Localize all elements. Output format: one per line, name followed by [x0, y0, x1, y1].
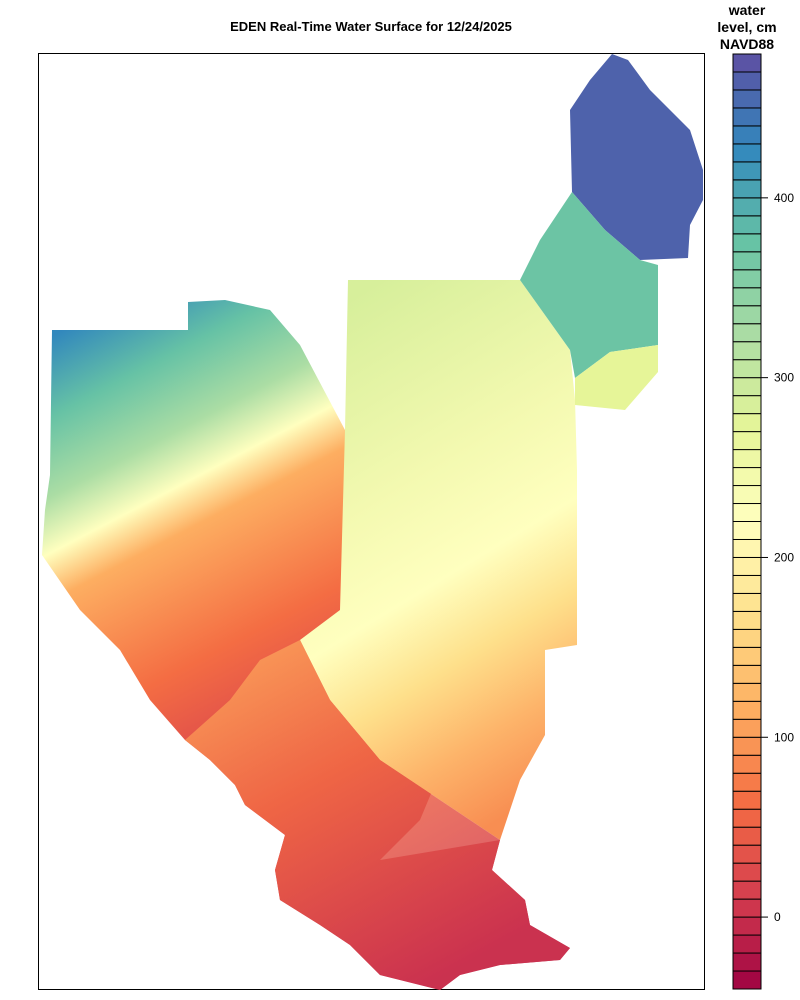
colorbar-band: [732, 215, 762, 235]
colorbar-band: [732, 503, 762, 522]
legend-title-line: water: [728, 2, 766, 18]
colorbar-tick-label: 300: [774, 371, 794, 385]
colorbar-band: [732, 826, 762, 846]
colorbar-band: [732, 646, 762, 666]
colorbar-band: [732, 521, 762, 540]
colorbar-band: [732, 898, 762, 918]
colorbar-band: [732, 197, 762, 217]
colorbar-band: [732, 377, 762, 397]
east-yellow-region: [575, 345, 658, 410]
colorbar-band: [732, 71, 762, 91]
colorbar-band: [732, 970, 762, 990]
colorbar-band: [732, 772, 762, 792]
colorbar-band: [732, 754, 762, 774]
colorbar-band: [732, 125, 762, 145]
colorbar-band: [732, 413, 762, 433]
colorbar-tick-label: 0: [774, 910, 781, 924]
colorbar-band: [732, 143, 762, 163]
colorbar-band: [732, 161, 762, 181]
colorbar-band: [732, 790, 762, 810]
colorbar-band: [732, 485, 762, 505]
colorbar-band: [732, 53, 762, 73]
colorbar-band: [732, 305, 762, 325]
colorbar-band: [732, 700, 762, 720]
legend-title: water level, cm NAVD88: [712, 2, 782, 53]
colorbar-band: [732, 341, 762, 361]
south-region: [185, 640, 570, 990]
colorbar-band: [732, 359, 762, 379]
colorbar-band: [732, 862, 762, 882]
colorbar-band: [732, 431, 762, 451]
legend-title-line: NAVD88: [719, 36, 775, 52]
colorbar-band: [732, 664, 762, 684]
plot-frame: [38, 53, 705, 990]
colorbar-tick-label: 100: [774, 730, 794, 744]
central-region: [300, 280, 577, 840]
colorbar: 0 100 200 300 400: [732, 53, 794, 990]
colorbar-band: [732, 610, 762, 630]
legend-title-line: level, cm: [717, 19, 777, 35]
colorbar-band: [732, 682, 762, 702]
colorbar-band: [732, 449, 762, 469]
colorbar-band: [732, 395, 762, 415]
colorbar-band: [732, 628, 762, 648]
colorbar-band: [732, 107, 762, 127]
east-teal-region: [520, 192, 658, 378]
colorbar-band: [732, 323, 762, 343]
colorbar-band: [732, 736, 762, 756]
colorbar-band: [732, 808, 762, 828]
colorbar-band: [732, 269, 762, 289]
map-title: EDEN Real-Time Water Surface for 12/24/2…: [230, 19, 512, 34]
colorbar-band: [732, 251, 762, 271]
colorbar-band: [732, 467, 762, 487]
colorbar-band: [732, 89, 762, 109]
colorbar-band: [732, 233, 762, 253]
colorbar-band: [732, 287, 762, 307]
colorbar-band: [732, 952, 762, 972]
colorbar-band: [732, 934, 762, 954]
northeast-lobe: [570, 54, 703, 260]
colorbar-band: [732, 179, 762, 199]
colorbar-band: [732, 574, 762, 594]
colorbar-band: [732, 880, 762, 900]
colorbar-band: [732, 718, 762, 738]
colorbar-tick-label: 400: [774, 191, 794, 205]
colorbar-band: [732, 844, 762, 864]
colorbar-band: [732, 592, 762, 612]
colorbar-tick-label: 200: [774, 550, 794, 564]
colorbar-band: [732, 538, 762, 558]
colorbar-band: [732, 916, 762, 936]
colorbar-band: [732, 556, 762, 576]
